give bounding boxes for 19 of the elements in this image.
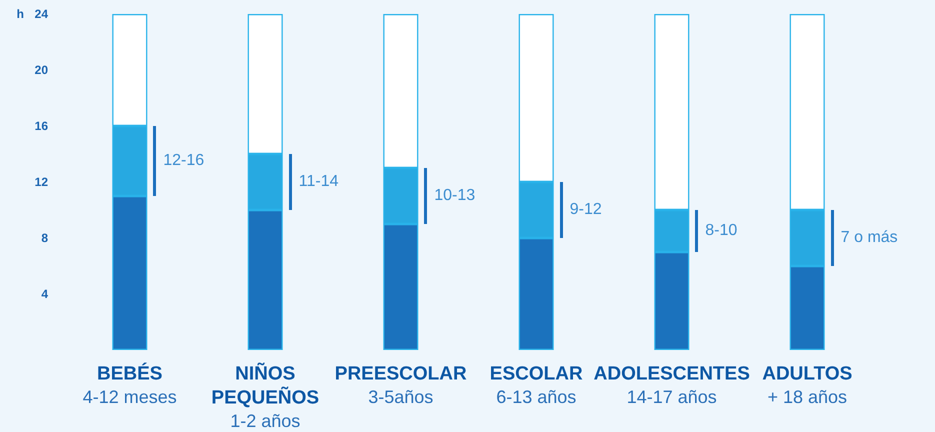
y-tick-label: 16 — [34, 119, 48, 133]
x-tick-label: NIÑOS PEQUEÑOS 1-2 años — [211, 362, 320, 431]
x-tick-label: ADULTOS + 18 años — [762, 364, 852, 407]
x-tick-label: PREESCOLAR 3-5años — [334, 364, 468, 407]
y-axis-title: h — [16, 7, 24, 21]
x-tick-label: ESCOLAR 6-13 años — [490, 364, 583, 407]
y-tick-label: 8 — [41, 231, 48, 245]
y-tick-label: 4 — [41, 287, 48, 301]
annotation: 7 o más — [840, 229, 898, 247]
x-tick-label: ADOLESCENTES 14-17 años — [594, 364, 750, 407]
y-tick-label: 12 — [34, 175, 48, 189]
annotation: 10-13 — [434, 187, 476, 205]
annotation: 9-12 — [570, 201, 602, 219]
x-tick-label: BEBÉS 4-12 meses — [82, 362, 177, 407]
y-tick-label: 20 — [34, 63, 48, 77]
y-tick-label: 24 — [34, 7, 48, 21]
annotation: 12-16 — [163, 152, 204, 170]
annotation: 11-14 — [298, 173, 338, 191]
annotation: 8-10 — [705, 222, 738, 240]
